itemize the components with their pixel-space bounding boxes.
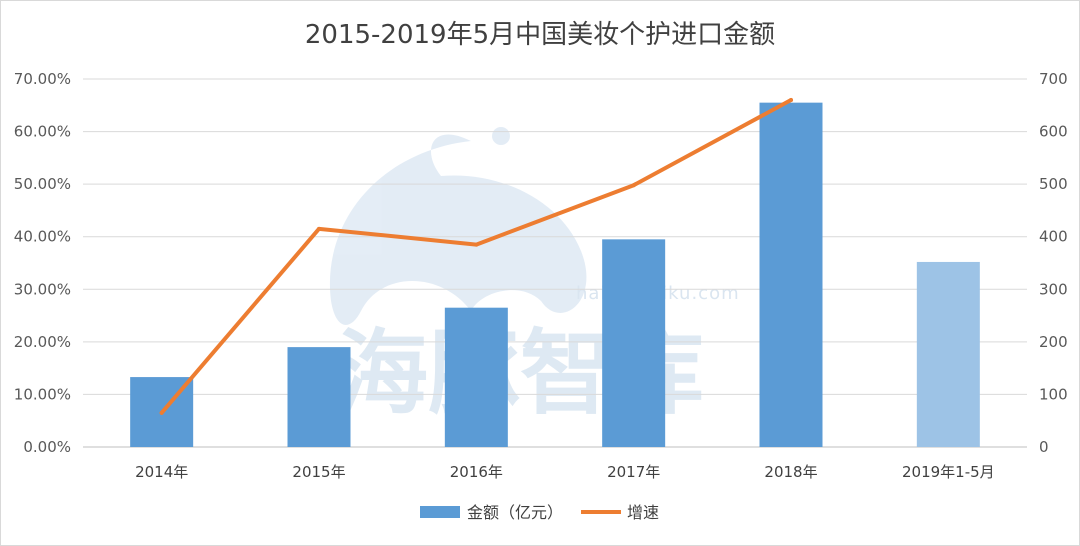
x-tick-label: 2015年 (292, 463, 345, 481)
y-left-tick-label: 70.00% (14, 70, 71, 88)
bar (759, 102, 823, 448)
line-point (789, 98, 793, 103)
x-tick-label: 2018年 (764, 463, 817, 481)
legend: 金额（亿元） 增速 (420, 503, 659, 522)
gridlines (83, 78, 1027, 448)
line-point (474, 242, 479, 247)
y-right-tick-label: 0 (1039, 438, 1049, 456)
line-series (159, 98, 793, 415)
y-left-tick-label: 0.00% (23, 438, 71, 456)
y-right-tick-label: 100 (1039, 385, 1068, 403)
y-axis-right: 0 100 200 300 400 500 600 700 (1039, 70, 1068, 456)
y-left-tick-label: 20.00% (14, 333, 71, 351)
legend-label-amount: 金额（亿元） (467, 503, 563, 522)
line-point (159, 410, 164, 415)
y-right-tick-label: 700 (1039, 70, 1068, 88)
x-tick-label: 2019年1-5月 (902, 463, 995, 481)
y-right-tick-label: 400 (1039, 228, 1068, 246)
x-axis: 2014年 2015年 2016年 2017年 2018年 2019年1-5月 (135, 463, 995, 481)
legend-swatch-bar (420, 506, 460, 518)
y-right-tick-label: 300 (1039, 280, 1068, 298)
bar-series (130, 102, 980, 448)
x-tick-label: 2017年 (607, 463, 660, 481)
line-point (631, 183, 636, 188)
y-left-tick-label: 50.00% (14, 175, 71, 193)
watermark-dot (492, 127, 510, 145)
watermark: haitunzhiku.com 海豚智库 (329, 127, 739, 427)
bar (916, 261, 980, 447)
y-right-tick-label: 500 (1039, 175, 1068, 193)
y-left-tick-label: 60.00% (14, 123, 71, 141)
dolphin-logo-icon (329, 134, 587, 325)
x-tick-label: 2014年 (135, 463, 188, 481)
x-tick-label: 2016年 (450, 463, 503, 481)
line-point (317, 226, 321, 231)
y-left-tick-label: 30.00% (14, 280, 71, 298)
y-left-tick-label: 40.00% (14, 228, 71, 246)
y-axis-left: 0.00% 10.00% 20.00% 30.00% 40.00% 50.00% 60.00… (14, 70, 71, 456)
y-right-tick-label: 200 (1039, 333, 1068, 351)
legend-label-growth: 增速 (627, 503, 659, 522)
y-left-tick-label: 10.00% (14, 385, 71, 403)
bar (602, 239, 666, 447)
chart-title: 2015-2019年5月中国美妆个护进口金额 (305, 20, 775, 50)
bar (444, 307, 508, 447)
y-right-tick-label: 600 (1039, 123, 1068, 141)
bar (287, 347, 351, 447)
